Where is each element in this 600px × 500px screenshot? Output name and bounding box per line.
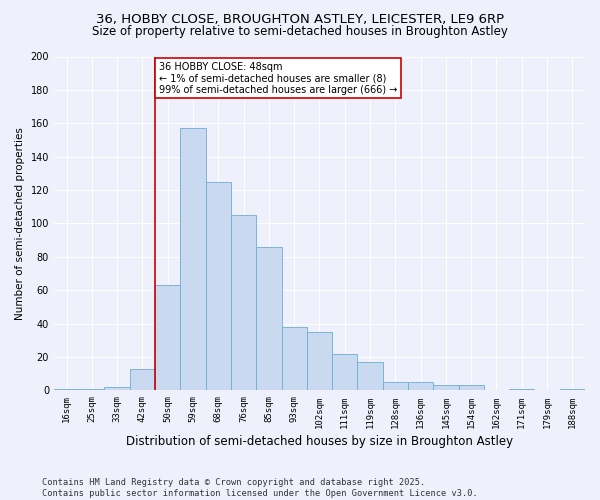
Y-axis label: Number of semi-detached properties: Number of semi-detached properties	[15, 127, 25, 320]
Bar	[54, 389, 79, 390]
Bar	[181, 128, 206, 390]
Bar	[104, 387, 130, 390]
Bar	[231, 215, 256, 390]
Bar	[458, 386, 484, 390]
X-axis label: Distribution of semi-detached houses by size in Broughton Astley: Distribution of semi-detached houses by …	[126, 434, 513, 448]
Bar	[307, 332, 332, 390]
Bar	[256, 247, 281, 390]
Bar	[206, 182, 231, 390]
Text: 36 HOBBY CLOSE: 48sqm
← 1% of semi-detached houses are smaller (8)
99% of semi-d: 36 HOBBY CLOSE: 48sqm ← 1% of semi-detac…	[159, 62, 397, 94]
Bar	[79, 389, 104, 390]
Bar	[130, 368, 155, 390]
Bar	[433, 386, 458, 390]
Bar	[281, 327, 307, 390]
Bar	[383, 382, 408, 390]
Bar	[560, 389, 585, 390]
Bar	[509, 389, 535, 390]
Bar	[332, 354, 358, 391]
Bar	[155, 286, 181, 391]
Text: 36, HOBBY CLOSE, BROUGHTON ASTLEY, LEICESTER, LE9 6RP: 36, HOBBY CLOSE, BROUGHTON ASTLEY, LEICE…	[96, 12, 504, 26]
Text: Contains HM Land Registry data © Crown copyright and database right 2025.
Contai: Contains HM Land Registry data © Crown c…	[42, 478, 478, 498]
Bar	[408, 382, 433, 390]
Text: Size of property relative to semi-detached houses in Broughton Astley: Size of property relative to semi-detach…	[92, 25, 508, 38]
Bar	[358, 362, 383, 390]
